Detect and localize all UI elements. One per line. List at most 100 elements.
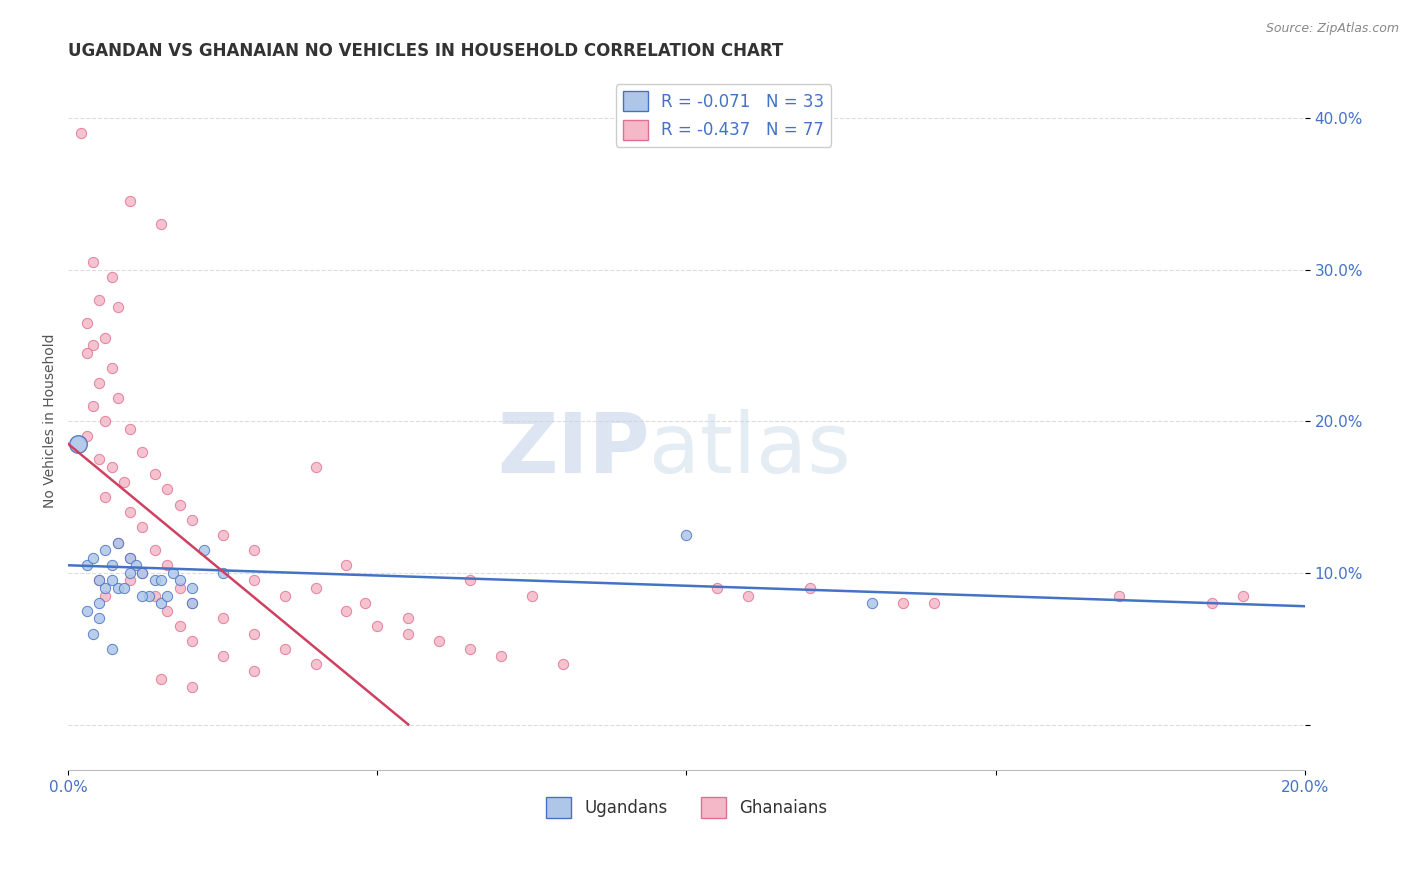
Point [180,596,202,610]
Point [396,626,419,640]
Point [82,626,104,640]
Point [335,604,357,618]
Point [94,589,117,603]
Point [94,331,117,345]
Point [100,361,122,376]
Point [89,452,111,467]
Point [94,543,117,558]
Point [180,581,202,595]
Point [273,641,295,656]
Point [118,566,141,580]
Point [396,611,419,625]
Point [82,255,104,269]
Point [94,490,117,504]
Point [1201,596,1223,610]
Point [242,574,264,588]
Point [107,535,129,549]
Point [193,543,215,558]
Point [211,566,233,580]
Point [125,558,148,573]
Point [100,270,122,285]
Point [273,589,295,603]
Point [366,619,388,633]
Point [242,626,264,640]
Point [89,293,111,307]
Point [458,641,481,656]
Point [89,574,111,588]
Point [131,566,153,580]
Point [143,467,166,482]
Point [100,558,122,573]
Point [180,513,202,527]
Point [180,680,202,694]
Point [107,392,129,406]
Point [118,550,141,565]
Point [118,574,141,588]
Point [156,604,179,618]
Point [242,543,264,558]
Point [112,475,135,489]
Point [131,566,153,580]
Point [112,581,135,595]
Point [156,483,179,497]
Point [891,596,914,610]
Point [100,574,122,588]
Point [706,581,728,595]
Point [76,558,98,573]
Point [118,550,141,565]
Point [89,574,111,588]
Point [107,535,129,549]
Point [304,459,326,474]
Point [82,399,104,413]
Point [335,558,357,573]
Point [520,589,543,603]
Point [169,498,191,512]
Point [169,619,191,633]
Point [143,543,166,558]
Point [82,338,104,352]
Point [131,520,153,534]
Y-axis label: No Vehicles in Household: No Vehicles in Household [44,334,58,508]
Point [489,649,512,664]
Point [69,126,91,140]
Point [799,581,821,595]
Point [156,589,179,603]
Point [76,429,98,443]
Point [427,634,450,648]
Point [458,574,481,588]
Point [354,596,377,610]
Point [1108,589,1130,603]
Point [156,558,179,573]
Point [118,505,141,519]
Legend: Ugandans, Ghanaians: Ugandans, Ghanaians [538,791,834,824]
Point [211,611,233,625]
Point [737,589,759,603]
Point [149,574,172,588]
Point [922,596,945,610]
Point [66,437,89,451]
Point [89,611,111,625]
Point [162,566,184,580]
Point [169,574,191,588]
Text: ZIP: ZIP [496,409,650,490]
Point [94,414,117,428]
Point [89,376,111,391]
Point [118,194,141,209]
Point [149,217,172,231]
Point [143,574,166,588]
Point [1232,589,1254,603]
Point [82,550,104,565]
Point [107,301,129,315]
Point [304,657,326,671]
Point [76,316,98,330]
Point [169,581,191,595]
Point [94,581,117,595]
Point [180,596,202,610]
Point [89,596,111,610]
Point [100,641,122,656]
Point [304,581,326,595]
Point [149,672,172,686]
Point [107,581,129,595]
Point [138,589,160,603]
Point [143,589,166,603]
